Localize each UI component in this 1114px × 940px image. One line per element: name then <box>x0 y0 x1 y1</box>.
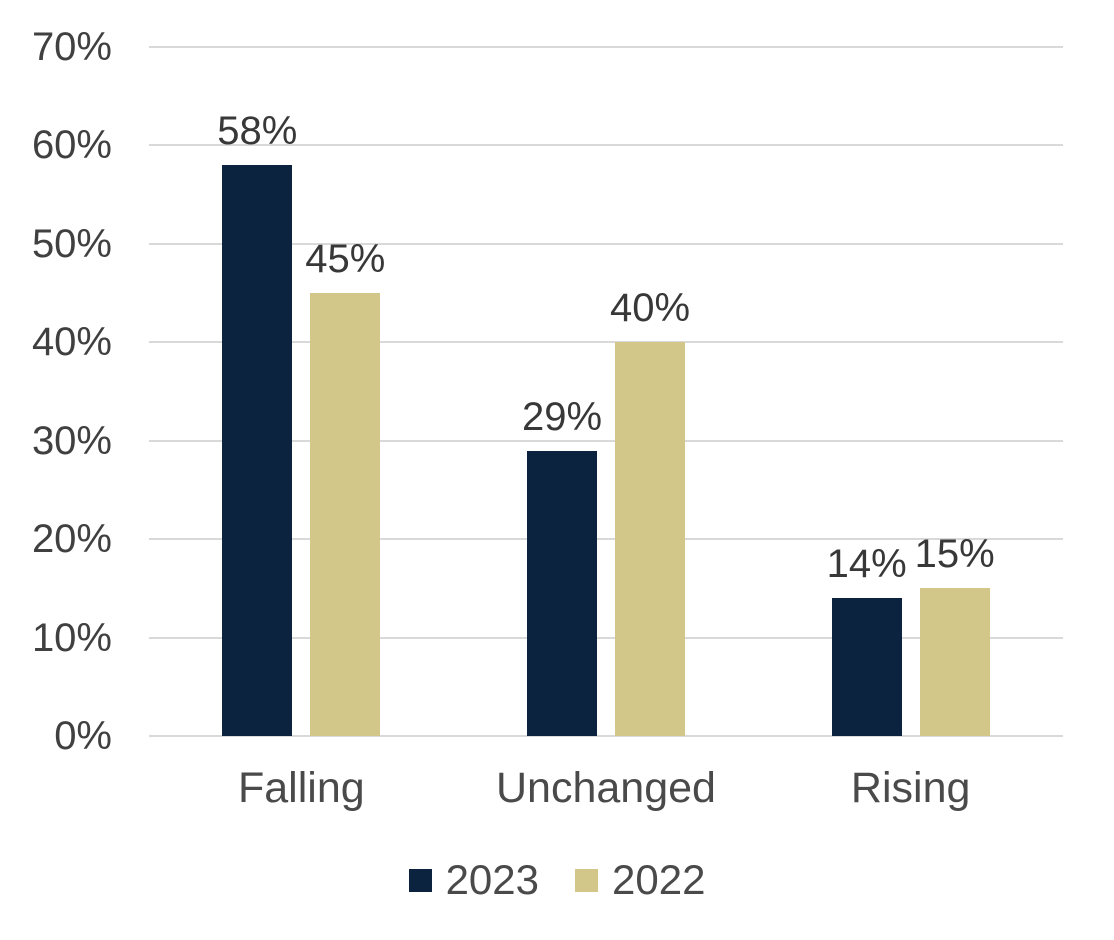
gridline-30 <box>149 439 1063 442</box>
bar-2023-falling <box>222 165 293 736</box>
y-tick-label-40: 40% <box>31 320 112 365</box>
legend: 2023 2022 <box>0 858 1114 902</box>
gridline-50 <box>149 242 1063 245</box>
legend-swatch-2022 <box>575 868 598 892</box>
bar-group-unchanged: 29% 40% <box>454 47 759 736</box>
legend-swatch-2023 <box>408 868 432 892</box>
gridline-20 <box>149 538 1063 541</box>
y-axis: 0% 10% 20% 30% 40% 50% 60% 70% <box>0 27 112 756</box>
data-label-2022-falling: 45% <box>305 237 386 282</box>
legend-label-2023: 2023 <box>445 856 539 903</box>
bar-2022-rising <box>919 588 990 736</box>
bar-2023-rising <box>831 598 902 736</box>
gridline-0 <box>149 735 1063 737</box>
gridline-40 <box>149 341 1063 344</box>
bar-slot-2022-rising: 15% <box>915 47 995 736</box>
legend-label-2022: 2022 <box>612 856 706 903</box>
bar-group-falling: 58% 45% <box>149 47 454 736</box>
y-tick-label-0: 0% <box>54 714 112 758</box>
y-tick-label-50: 50% <box>31 221 112 266</box>
bar-2023-unchanged <box>526 450 597 736</box>
bar-slot-2023-falling: 58% <box>217 47 297 736</box>
bar-2022-unchanged <box>614 342 685 736</box>
gridline-60 <box>149 144 1063 147</box>
x-tick-label-falling: Falling <box>237 764 365 812</box>
x-tick-label-unchanged: Unchanged <box>496 764 716 812</box>
y-tick-label-70: 70% <box>31 25 112 69</box>
x-tick-label-rising: Rising <box>850 764 971 812</box>
y-tick-label-60: 60% <box>31 123 112 168</box>
data-label-2023-rising: 14% <box>826 542 907 587</box>
bar-slot-2023-unchanged: 29% <box>522 47 602 736</box>
y-tick-label-10: 10% <box>31 615 112 660</box>
data-label-2022-rising: 15% <box>914 532 995 577</box>
data-label-2023-falling: 58% <box>217 109 298 154</box>
legend-item-2023: 2023 <box>408 856 539 903</box>
bar-slot-2023-rising: 14% <box>827 47 907 736</box>
y-tick-label-30: 30% <box>31 418 112 463</box>
x-axis: Falling Unchanged Rising <box>149 756 1063 816</box>
bar-slot-2022-falling: 45% <box>305 47 385 736</box>
gridline-70 <box>149 46 1063 48</box>
data-label-2023-unchanged: 29% <box>521 394 603 439</box>
bar-2022-falling <box>310 293 381 736</box>
plot-area: 58% 45% 29% 40% 14% 15% <box>149 46 1063 737</box>
bar-slot-2022-unchanged: 40% <box>610 47 690 736</box>
legend-item-2022: 2022 <box>575 858 705 902</box>
y-tick-label-20: 20% <box>31 517 112 562</box>
bar-group-rising: 14% 15% <box>758 47 1063 736</box>
data-label-2022-unchanged: 40% <box>609 286 691 331</box>
gridline-10 <box>149 636 1063 639</box>
